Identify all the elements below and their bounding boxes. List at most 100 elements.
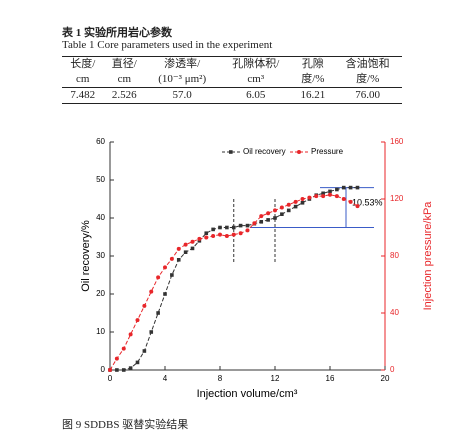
point bbox=[190, 246, 195, 251]
point bbox=[115, 368, 119, 372]
y2-tick-label: 0 bbox=[390, 365, 395, 374]
point bbox=[348, 199, 353, 204]
point bbox=[204, 231, 209, 235]
point bbox=[204, 235, 209, 240]
header-row: cm cm (10⁻³ μm²) cm³ 度/% 度/% bbox=[62, 72, 402, 88]
point bbox=[114, 356, 119, 361]
point bbox=[128, 366, 133, 370]
point bbox=[314, 194, 319, 199]
point bbox=[176, 246, 181, 251]
x-tick-label: 20 bbox=[381, 374, 390, 383]
point bbox=[197, 236, 202, 241]
point bbox=[341, 185, 346, 190]
point bbox=[245, 228, 250, 233]
point bbox=[259, 220, 264, 224]
point bbox=[238, 231, 243, 236]
x-tick-label: 4 bbox=[163, 374, 168, 383]
point bbox=[355, 185, 360, 190]
legend-marker bbox=[297, 150, 301, 154]
point bbox=[252, 221, 257, 226]
table: 长度/直径/渗透率/孔隙体积/孔隙 含油饱和 cm cm (10⁻³ μm²) cm³ 度/… bbox=[62, 56, 402, 104]
y-tick-label: 0 bbox=[101, 365, 106, 374]
point bbox=[218, 232, 222, 237]
y2-tick-label: 80 bbox=[390, 251, 399, 260]
point bbox=[266, 211, 271, 216]
point bbox=[108, 368, 112, 372]
point bbox=[279, 205, 284, 210]
table-caption-cn: 表 1 实验所用岩心参数 bbox=[62, 27, 172, 39]
point bbox=[300, 197, 305, 201]
header-cell: 孔隙 bbox=[301, 58, 324, 70]
legend-label: Pressure bbox=[311, 147, 344, 156]
point bbox=[149, 330, 154, 334]
legend-label: Oil recovery bbox=[243, 147, 286, 156]
point bbox=[211, 234, 216, 239]
point bbox=[121, 368, 126, 372]
header-cell: 长度/ bbox=[70, 58, 96, 70]
y2-axis-label: Injection pressure/kPa bbox=[422, 201, 434, 311]
x-tick-label: 16 bbox=[326, 374, 335, 383]
point bbox=[355, 204, 360, 209]
point bbox=[293, 199, 298, 204]
point bbox=[321, 191, 325, 196]
header-cell: cm bbox=[76, 73, 90, 85]
cell: 2.526 bbox=[111, 89, 137, 101]
point bbox=[245, 223, 250, 228]
figure-caption: 图 9 SDDBS 驱替实验结果 bbox=[62, 419, 189, 431]
cell: 7.482 bbox=[70, 89, 96, 101]
point bbox=[259, 214, 264, 219]
point bbox=[300, 201, 305, 205]
y-tick-label: 20 bbox=[96, 289, 105, 298]
point bbox=[321, 194, 326, 199]
point bbox=[348, 185, 353, 190]
point bbox=[328, 192, 332, 197]
point bbox=[128, 332, 133, 337]
header-cell: 含油饱和 bbox=[345, 58, 390, 70]
point bbox=[307, 195, 312, 200]
point bbox=[142, 349, 147, 353]
point bbox=[163, 292, 167, 296]
point bbox=[280, 212, 284, 216]
point bbox=[286, 202, 291, 207]
header-cell: 渗透率/ bbox=[164, 58, 201, 70]
point bbox=[273, 216, 277, 220]
point bbox=[273, 208, 277, 213]
point bbox=[328, 189, 332, 194]
point bbox=[176, 258, 181, 262]
point bbox=[190, 239, 195, 244]
point bbox=[170, 273, 174, 277]
cell: 16.21 bbox=[300, 89, 326, 101]
cell: 76.00 bbox=[355, 89, 381, 101]
cell: 57.0 bbox=[172, 89, 192, 101]
legend-marker bbox=[229, 150, 233, 154]
y2-tick-label: 40 bbox=[390, 308, 399, 317]
point bbox=[169, 256, 174, 261]
x-tick-label: 12 bbox=[271, 374, 280, 383]
point bbox=[225, 225, 229, 230]
header-cell: 直径/ bbox=[111, 58, 137, 70]
point bbox=[156, 275, 161, 280]
y-tick-label: 60 bbox=[96, 137, 105, 146]
header-cell: 孔隙体积/ bbox=[232, 58, 280, 70]
cell: 6.05 bbox=[246, 89, 266, 101]
point bbox=[231, 225, 236, 230]
point bbox=[335, 187, 339, 192]
x-axis-label: Injection volume/cm³ bbox=[197, 388, 298, 400]
point bbox=[121, 346, 126, 351]
table-caption-en: Table 1 Core parameters used in the expe… bbox=[62, 39, 273, 51]
chart: Injection volume/cm³ Oil recovery/% Inje… bbox=[80, 137, 434, 400]
y-axis-label: Oil recovery/% bbox=[80, 220, 92, 292]
point bbox=[286, 208, 291, 213]
header-cell: (10⁻³ μm²) bbox=[158, 73, 207, 85]
point bbox=[156, 311, 160, 315]
point bbox=[149, 289, 154, 294]
header-cell: cm bbox=[117, 73, 132, 85]
annotation: 10.53% bbox=[352, 197, 383, 207]
point bbox=[341, 197, 346, 201]
point bbox=[238, 223, 243, 228]
y-tick-label: 10 bbox=[96, 327, 105, 336]
point bbox=[135, 318, 140, 323]
header-cell: cm³ bbox=[247, 73, 265, 85]
point bbox=[231, 232, 236, 237]
